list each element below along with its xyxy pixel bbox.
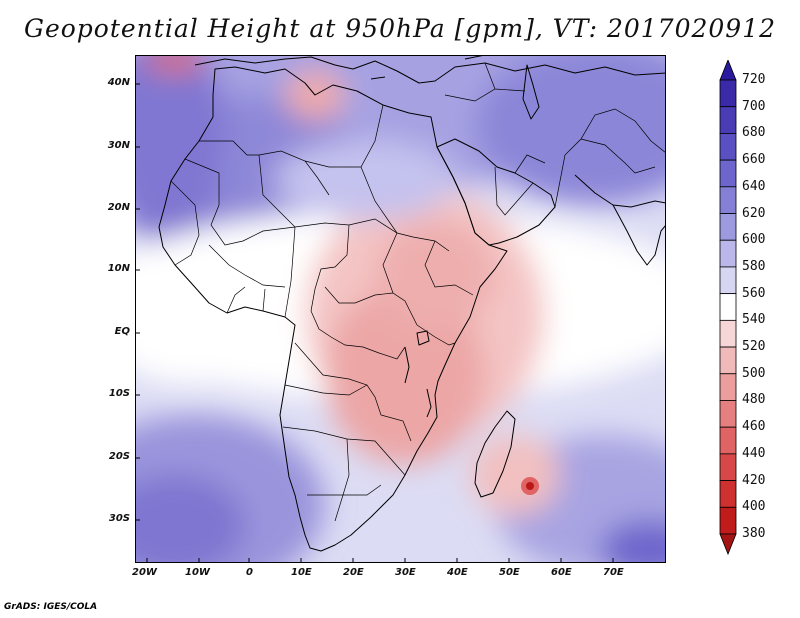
- colorbar-level-label: 600: [742, 232, 766, 248]
- colorbar-swatch: [719, 506, 737, 535]
- colorbar-swatch: [719, 239, 737, 268]
- colorbar-level-label: 500: [742, 365, 766, 381]
- colorbar-level-label: 480: [742, 392, 766, 408]
- map-title: Geopotential Height at 950hPa [gpm], VT:…: [23, 14, 777, 43]
- colorbar-swatch: [719, 159, 737, 188]
- colorbar-level-label: 680: [742, 125, 766, 141]
- colorbar-swatches: [719, 60, 737, 556]
- colorbar-swatch: [719, 319, 737, 348]
- arabia-coastline: [436, 138, 556, 246]
- x-tick-label: 50E: [499, 567, 520, 578]
- colorbar-swatch: [719, 453, 737, 481]
- colorbar-level-label: 420: [742, 472, 766, 488]
- x-tick-label: 20W: [132, 567, 157, 578]
- europe-coastline: [194, 56, 666, 84]
- y-tick-label: 10S: [108, 388, 130, 399]
- colorbar-swatch: [719, 106, 737, 134]
- x-tick-label: 10W: [185, 567, 210, 578]
- y-tick-label: 30N: [107, 140, 130, 151]
- credit-text: GrADS: IGES/COLA: [4, 602, 98, 612]
- colorbar-swatch: [719, 400, 737, 428]
- x-tick-label: 30E: [395, 567, 416, 578]
- y-tick-label: 40N: [107, 77, 130, 88]
- lake-malawi: [426, 388, 432, 418]
- colorbar-swatch: [719, 346, 737, 375]
- colorbar-swatch: [719, 426, 737, 455]
- colorbar-level-label: 400: [742, 499, 766, 515]
- colorbar-swatch: [719, 133, 737, 161]
- coastlines: [158, 55, 666, 552]
- x-tick-label: 20E: [343, 567, 364, 578]
- africa-coastline: [158, 66, 508, 552]
- y-tick-label: 10N: [107, 263, 130, 274]
- colorbar-swatch: [719, 266, 737, 295]
- x-tick-label: 70E: [603, 567, 624, 578]
- caspian-coastline: [522, 64, 540, 120]
- colorbar-level-label: 620: [742, 205, 766, 221]
- x-tick-label: 10E: [291, 567, 312, 578]
- axis-ticks: [135, 83, 614, 563]
- colorbar-level-label: 560: [742, 285, 766, 301]
- colorbar-swatch: [719, 480, 737, 508]
- colorbar-level-label: 460: [742, 419, 766, 435]
- colorbar-bottom-arrow: [719, 533, 737, 556]
- colorbar-level-label: 520: [742, 339, 766, 355]
- colorbar-level-label: 380: [742, 526, 766, 541]
- colorbar-swatch: [719, 293, 737, 321]
- cyclone-core: [526, 482, 534, 490]
- map-frame: [135, 55, 666, 563]
- colorbar-level-label: 720: [742, 72, 766, 87]
- colorbar-swatch: [719, 213, 737, 241]
- colorbar-top-arrow: [719, 60, 737, 81]
- colorbar-swatch: [719, 79, 737, 108]
- lake-victoria: [416, 330, 430, 346]
- y-tick-label: 30S: [108, 513, 130, 524]
- colorbar-swatch: [719, 373, 737, 401]
- india-coastline: [574, 174, 666, 266]
- colorbar-swatch: [719, 186, 737, 214]
- colorbar-level-label: 580: [742, 258, 766, 274]
- madagascar-coastline: [474, 410, 516, 498]
- y-tick-label: EQ: [114, 326, 130, 337]
- colorbar: 720 700 680 660 640 620 600 580 560 540 520 500 480 4…: [712, 60, 792, 560]
- y-tick-label: 20S: [108, 451, 130, 462]
- y-tick-label: 20N: [107, 202, 130, 213]
- colorbar-level-label: 700: [742, 98, 766, 114]
- colorbar-level-label: 640: [742, 178, 766, 194]
- lake-tanganyika: [404, 346, 410, 384]
- colorbar-level-label: 440: [742, 445, 766, 461]
- country-borders: [170, 62, 666, 522]
- colorbar-level-label: 660: [742, 152, 766, 168]
- x-tick-label: 0: [246, 567, 253, 578]
- contour-field: [135, 55, 666, 563]
- x-tick-label: 60E: [551, 567, 572, 578]
- geopotential-map: [135, 55, 666, 563]
- x-tick-label: 40E: [447, 567, 468, 578]
- map-panel: 20W 10W 0 10E 20E 30E 40E 50E 60E 70E 40…: [108, 55, 666, 578]
- colorbar-level-label: 540: [742, 312, 766, 328]
